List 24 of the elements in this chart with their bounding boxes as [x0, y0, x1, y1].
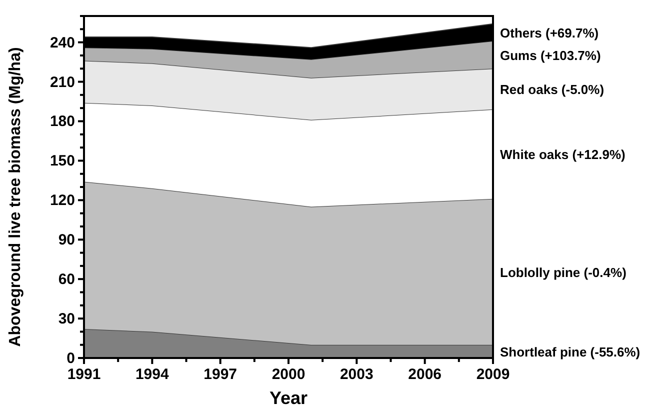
series-label: Shortleaf pine (-55.6%) [500, 344, 640, 360]
series-label: Gums (+103.7%) [500, 48, 601, 63]
series-label: White oaks (+12.9%) [500, 147, 626, 162]
y-tick-label: 30 [58, 310, 75, 328]
y-tick-label: 150 [50, 152, 75, 170]
series-label: Loblolly pine (-0.4%) [500, 264, 626, 280]
x-tick-label: 2006 [408, 366, 442, 383]
y-tick-label: 210 [50, 74, 75, 91]
y-tick-label: 0 [66, 350, 75, 367]
x-tick-label: 2000 [272, 366, 306, 383]
series-label: Others (+69.7%) [500, 25, 599, 40]
x-tick-label: 1997 [204, 366, 238, 383]
x-tick-label: 2003 [340, 366, 374, 383]
y-tick-label: 120 [50, 192, 75, 210]
x-tick-label: 2009 [476, 366, 510, 383]
x-tick-label: 1991 [67, 366, 101, 383]
y-tick-label: 240 [50, 34, 75, 52]
y-axis-title: Aboveground live tree biomass (Mg/ha) [7, 47, 24, 347]
y-tick-label: 60 [58, 271, 75, 288]
y-tick-label: 90 [58, 232, 75, 249]
series-label: Red oaks (-5.0%) [500, 82, 604, 98]
y-tick-label: 180 [50, 113, 75, 130]
x-tick-label: 1994 [135, 366, 170, 383]
x-axis-title: Year [269, 388, 308, 408]
